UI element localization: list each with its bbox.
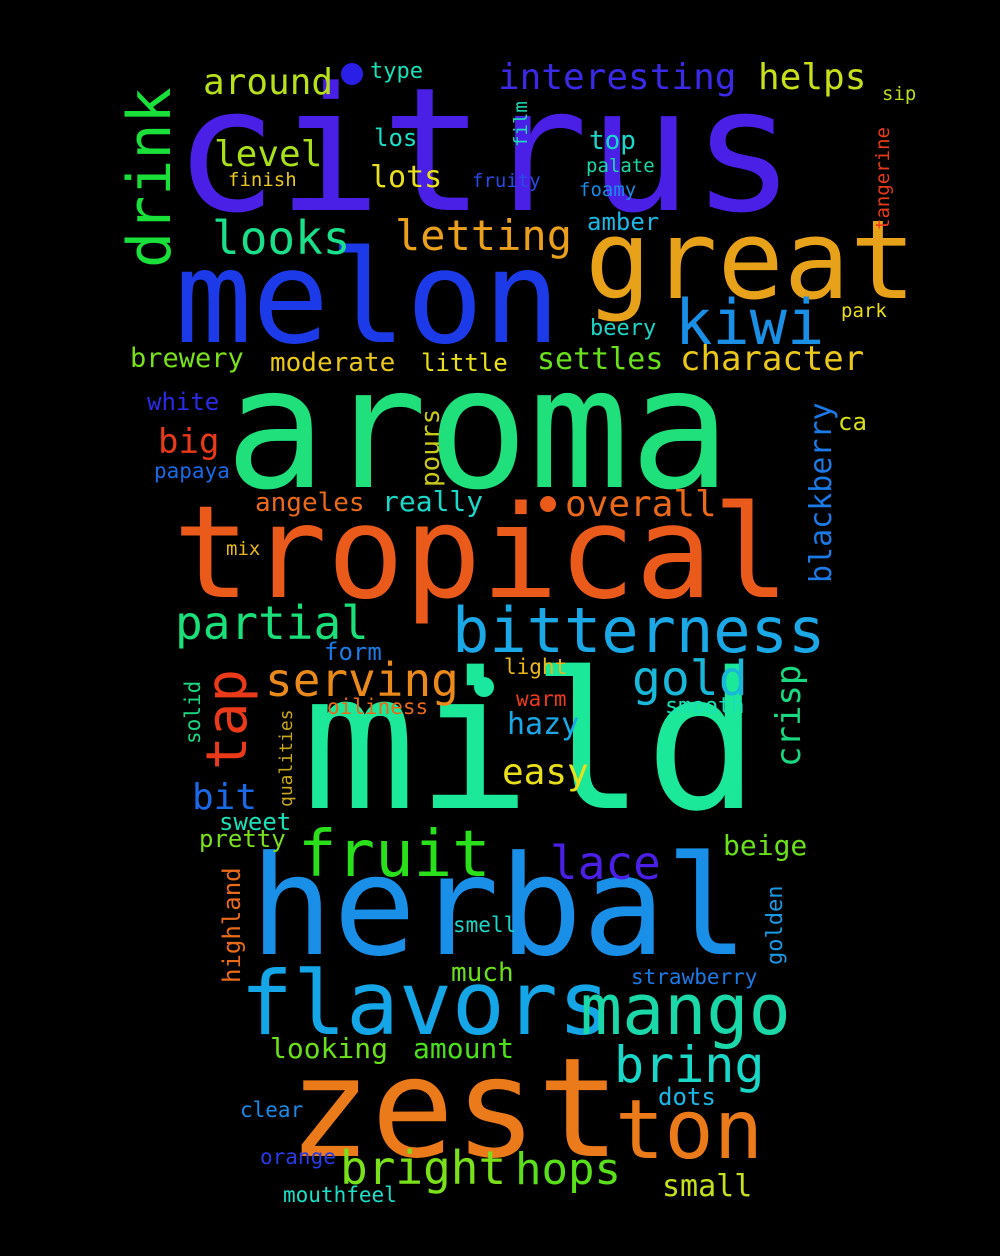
- word-ca: ca: [838, 408, 867, 436]
- word-warm: warm: [516, 687, 567, 711]
- word-helps: helps: [758, 57, 867, 98]
- word-type: type: [370, 59, 423, 84]
- word-angeles: angeles: [255, 488, 365, 518]
- word-palate: palate: [586, 155, 655, 177]
- word-papaya: papaya: [154, 459, 230, 483]
- word-mix: mix: [226, 538, 261, 560]
- word-amber: amber: [587, 208, 660, 236]
- word-bring: bring: [614, 1036, 765, 1094]
- word-small: small: [662, 1169, 753, 1204]
- word-flavors: flavors: [240, 952, 611, 1055]
- word-foamy: foamy: [579, 179, 637, 201]
- word-amount: amount: [413, 1032, 515, 1065]
- word-highland: highland: [218, 867, 246, 983]
- word-citrus: citrus: [174, 50, 796, 251]
- word-bit: bit: [192, 777, 258, 818]
- word-moderate: moderate: [270, 348, 396, 378]
- word-tropical: tropical: [173, 479, 790, 628]
- word-bitterness: bitterness: [452, 594, 826, 667]
- word-kiwi: kiwi: [675, 286, 825, 359]
- word-smell: smell: [453, 913, 517, 937]
- word-hazy: hazy: [507, 707, 580, 742]
- word-light: light: [504, 655, 568, 679]
- word-solid: solid: [181, 680, 205, 744]
- word-partial: partial: [175, 596, 369, 650]
- word-level: level: [214, 134, 323, 175]
- word-sip: sip: [882, 83, 917, 105]
- word-top: top: [589, 126, 636, 156]
- word-bright: bright: [340, 1141, 507, 1195]
- word-strawberry: strawberry: [631, 965, 758, 989]
- word-film: film: [510, 101, 532, 147]
- word-brewery: brewery: [130, 343, 244, 374]
- word-clear: clear: [240, 1098, 304, 1122]
- word-mouthfeel: mouthfeel: [283, 1183, 397, 1207]
- word-around: around: [203, 62, 334, 103]
- word-mild: mild: [302, 632, 760, 853]
- word-orange: orange: [260, 1145, 336, 1169]
- word-tap: tap: [195, 668, 260, 770]
- word-pours: pours: [416, 408, 446, 487]
- word-herbal: herbal: [250, 826, 749, 987]
- word-beige: beige: [723, 829, 808, 862]
- dot-mark: [341, 63, 363, 85]
- word-lots: lots: [370, 160, 443, 195]
- word-looks: looks: [212, 211, 351, 265]
- word-interesting: interesting: [498, 57, 737, 98]
- word-los: los: [374, 124, 418, 152]
- word-looking: looking: [270, 1032, 389, 1065]
- dot-mark: [474, 677, 494, 697]
- word-overall: overall: [565, 484, 717, 525]
- word-ton: ton: [615, 1083, 764, 1178]
- word-pretty: pretty: [199, 825, 286, 853]
- word-gold: gold: [632, 651, 748, 707]
- word-golden: golden: [763, 885, 788, 965]
- word-lace: lace: [550, 836, 661, 890]
- word-mango: mango: [580, 969, 791, 1051]
- word-easy: easy: [502, 752, 589, 793]
- word-really: really: [382, 485, 484, 518]
- word-letting: letting: [395, 211, 573, 260]
- word-settles: settles: [537, 342, 664, 377]
- word-blackberry: blackberry: [804, 402, 839, 583]
- word-fruit: fruit: [298, 818, 491, 892]
- word-dots: dots: [658, 1083, 716, 1111]
- word-tangerine: tangerine: [872, 127, 894, 230]
- word-beery: beery: [590, 316, 657, 341]
- word-fruity: fruity: [472, 170, 541, 192]
- word-crisp: crisp: [769, 664, 809, 767]
- word-character: character: [680, 339, 865, 379]
- dot-mark: [540, 496, 556, 512]
- word-great: great: [585, 196, 917, 324]
- word-white: white: [147, 388, 220, 416]
- word-big: big: [158, 422, 220, 462]
- word-finish: finish: [228, 169, 297, 191]
- word-drink: drink: [115, 87, 185, 268]
- word-qualities: qualities: [276, 709, 297, 807]
- word-park: park: [841, 300, 887, 322]
- word-zest: zest: [288, 1028, 621, 1189]
- word-form: form: [324, 638, 382, 666]
- word-melon: melon: [175, 224, 561, 373]
- word-little: little: [421, 349, 508, 377]
- word-serving: serving: [265, 653, 459, 707]
- word-oiliness: oiliness: [327, 695, 429, 719]
- word-aroma: aroma: [225, 331, 731, 527]
- word-sweet: sweet: [219, 808, 292, 836]
- word-much: much: [451, 958, 514, 988]
- word-hops: hops: [515, 1144, 621, 1195]
- word-smooth: smooth: [665, 694, 745, 719]
